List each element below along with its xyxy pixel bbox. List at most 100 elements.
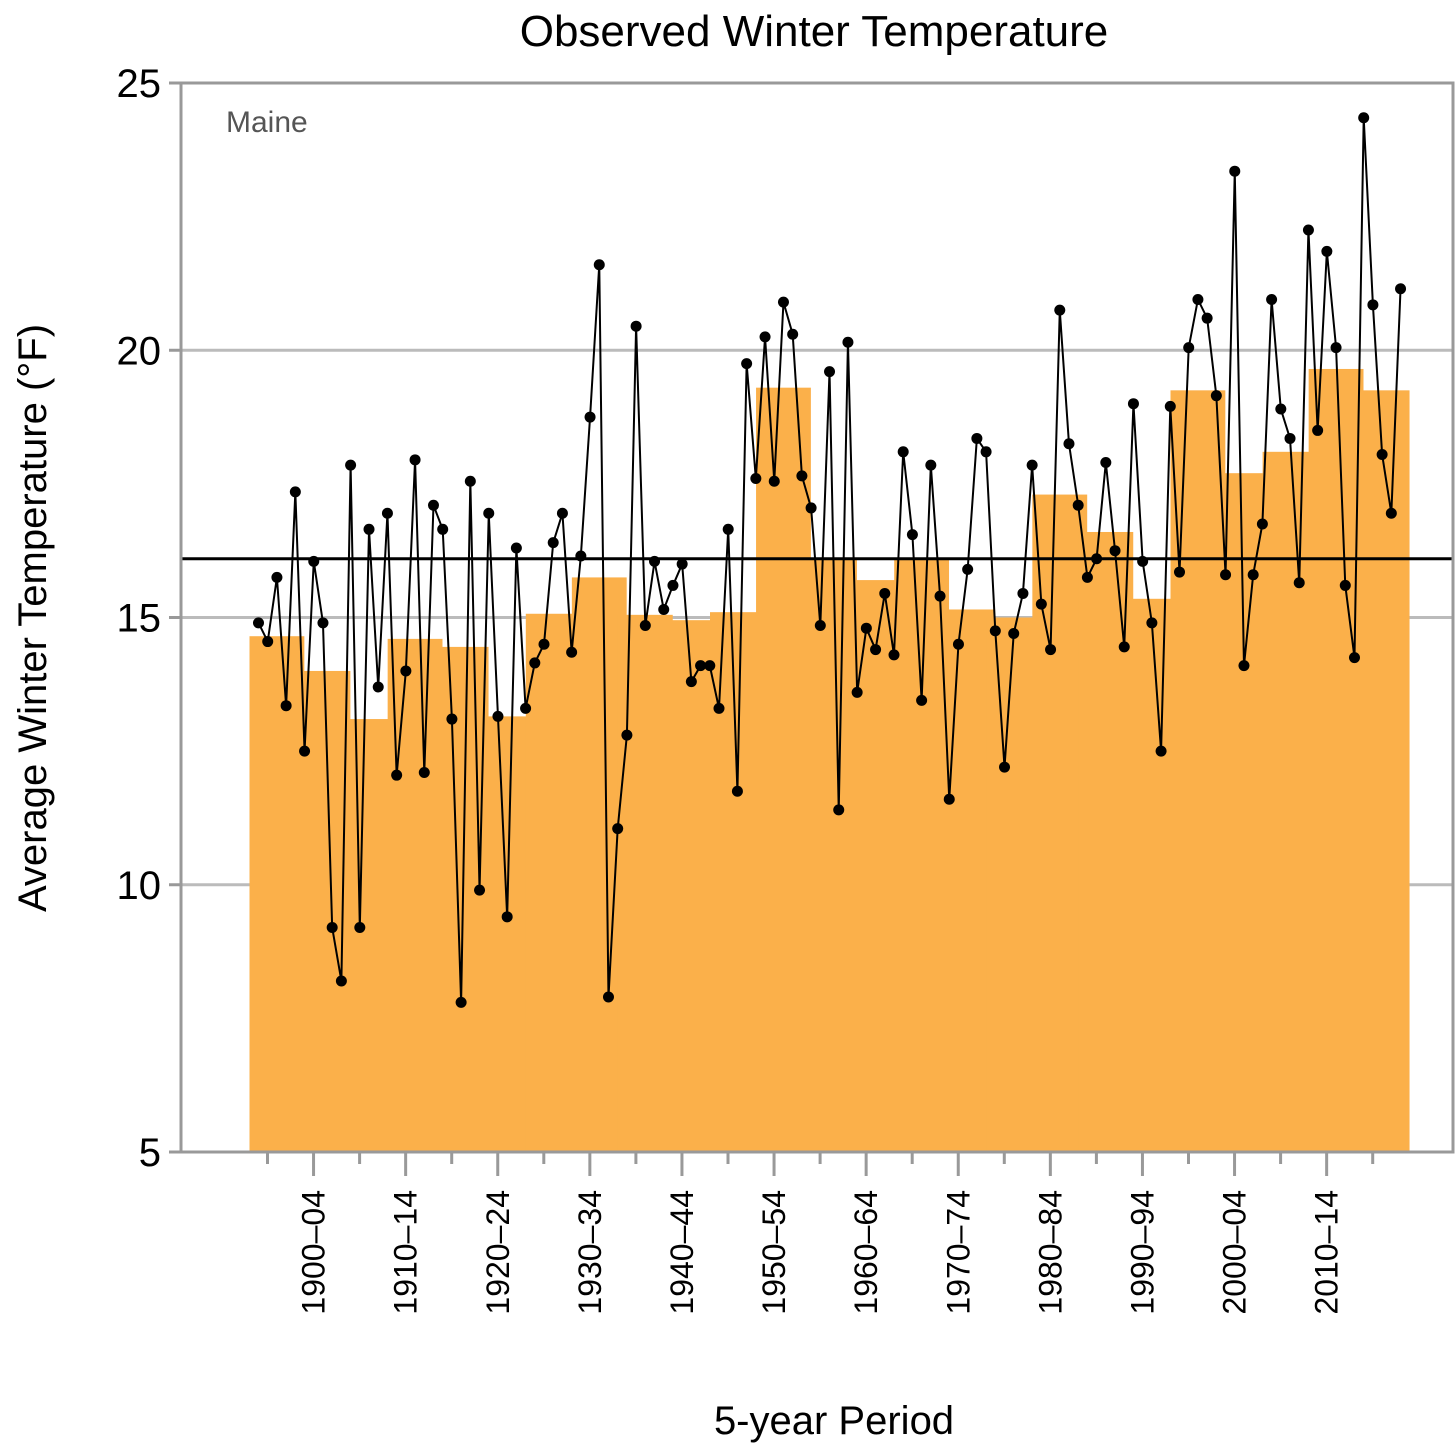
data-point (1109, 545, 1121, 557)
data-point (750, 473, 762, 485)
data-point (372, 681, 384, 693)
data-point (1367, 299, 1379, 311)
y-tick-label: 20 (117, 329, 162, 373)
data-point (1063, 438, 1075, 450)
data-point (446, 713, 458, 725)
bar (756, 387, 811, 1152)
data-point (299, 745, 311, 757)
data-point (695, 660, 707, 672)
data-point (556, 507, 568, 519)
data-point (1127, 398, 1139, 410)
data-point (824, 366, 836, 378)
data-point (253, 617, 264, 629)
data-point (759, 331, 771, 343)
data-point (787, 328, 799, 340)
x-tick-label: 1920–24 (480, 1190, 516, 1315)
data-point (381, 507, 393, 519)
data-point (649, 555, 661, 567)
data-point (934, 590, 946, 602)
data-point (1155, 745, 1167, 757)
x-tick-label: 1980–84 (1032, 1190, 1068, 1315)
data-point (326, 922, 338, 934)
data-point (805, 502, 817, 514)
data-point (538, 638, 550, 650)
data-point (520, 702, 532, 714)
y-axis: 5 10 15 20 25 (117, 62, 181, 1175)
data-point (1395, 283, 1407, 295)
data-point (621, 729, 633, 741)
x-tick-label: 1930–34 (572, 1190, 608, 1315)
bar (249, 636, 305, 1152)
data-point (1210, 390, 1222, 402)
data-point (851, 686, 863, 698)
data-point (971, 432, 983, 444)
data-point (1008, 628, 1020, 640)
data-point (1100, 456, 1112, 468)
data-point (1256, 518, 1268, 530)
data-point (280, 700, 292, 712)
data-point (1026, 459, 1038, 471)
data-point (1376, 448, 1388, 460)
data-point (741, 358, 753, 370)
bar (341, 719, 397, 1152)
data-point (1220, 569, 1232, 581)
data-point (317, 617, 329, 629)
x-tick-label: 1990–94 (1124, 1190, 1160, 1315)
data-point (1247, 569, 1259, 581)
data-point (704, 660, 716, 672)
bar (986, 617, 1042, 1152)
bar (1354, 390, 1410, 1152)
data-point (593, 259, 605, 271)
data-point (962, 563, 974, 575)
data-point (400, 665, 412, 677)
data-point (474, 884, 486, 896)
data-point (952, 638, 964, 650)
x-tick-label: 2000–04 (1217, 1190, 1253, 1315)
data-point (1339, 579, 1351, 591)
bars (249, 368, 1410, 1152)
data-point (584, 411, 596, 423)
data-point (464, 475, 476, 487)
bar (571, 577, 627, 1152)
data-point (777, 296, 789, 308)
data-point (768, 475, 780, 487)
data-point (510, 542, 522, 554)
y-tick-label: 25 (117, 62, 162, 106)
data-point (612, 823, 624, 835)
data-point (1275, 403, 1287, 415)
data-point (943, 793, 955, 805)
bar (525, 613, 581, 1152)
data-point (308, 555, 320, 567)
data-point (1302, 224, 1314, 236)
data-point (1054, 304, 1066, 316)
data-point (1146, 617, 1158, 629)
bar (1124, 598, 1180, 1152)
data-point (916, 694, 928, 706)
data-point (1035, 598, 1047, 610)
annual-series (253, 112, 1407, 1008)
data-point (262, 636, 274, 648)
data-point (1201, 312, 1213, 324)
data-point (602, 991, 614, 1003)
data-point (925, 459, 937, 471)
data-point (483, 507, 495, 519)
data-point (906, 529, 918, 541)
data-point (1091, 553, 1103, 565)
data-point (427, 499, 439, 511)
data-point (1174, 566, 1185, 578)
data-point (814, 620, 826, 632)
data-point (437, 523, 449, 535)
data-point (989, 625, 1001, 637)
data-point (455, 996, 467, 1008)
data-point (1164, 400, 1176, 412)
data-point (345, 459, 357, 471)
data-point (1385, 507, 1397, 519)
bar (1262, 451, 1318, 1152)
data-point (1229, 165, 1241, 177)
data-point (713, 702, 725, 714)
x-axis: 1900–04 1910–14 1920–24 1930–34 1940–44 1950–… (266, 1152, 1375, 1315)
data-point (1284, 432, 1296, 444)
x-tick-label: 2010–14 (1309, 1190, 1345, 1315)
data-point (1017, 587, 1029, 599)
data-point (1358, 112, 1370, 124)
